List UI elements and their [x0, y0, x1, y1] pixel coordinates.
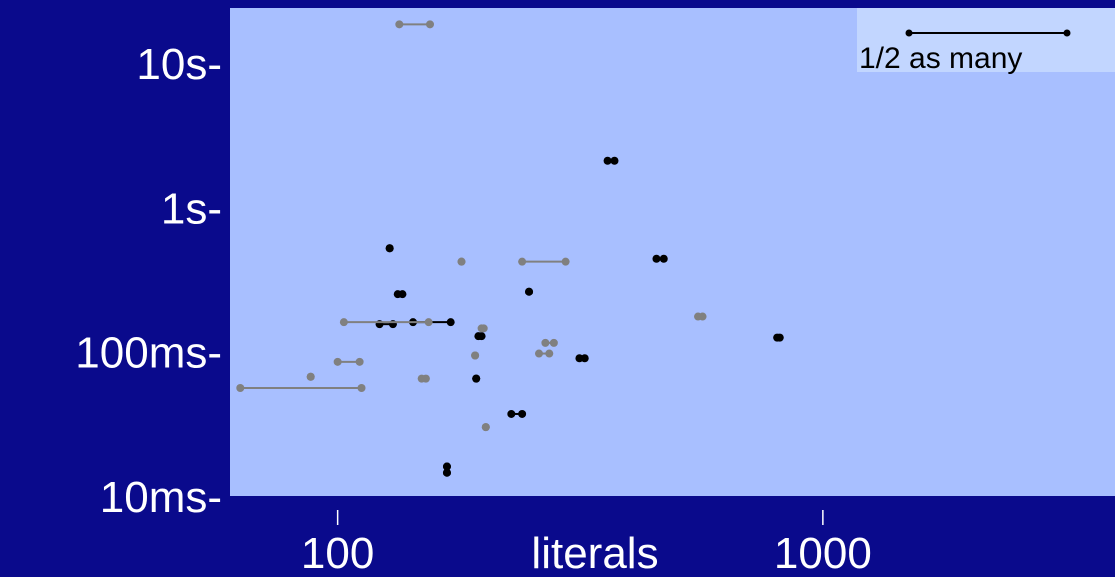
data-point — [603, 156, 612, 165]
data-point-pair — [525, 287, 534, 296]
x-tick-label: 100 — [301, 529, 374, 577]
y-tick-label: 10s- — [136, 40, 222, 89]
data-point — [518, 257, 527, 266]
data-point-pair — [474, 332, 486, 341]
data-point — [698, 312, 707, 321]
data-point-pair — [534, 349, 554, 358]
data-point — [236, 383, 245, 392]
data-point — [561, 257, 570, 266]
data-point — [549, 338, 558, 347]
data-point-pair — [652, 254, 668, 263]
data-point — [442, 462, 451, 471]
x-axis-label: literals — [531, 529, 658, 577]
y-tick-label: 1s- — [161, 184, 222, 233]
data-point-pair — [694, 312, 707, 321]
data-point-pair — [518, 257, 570, 266]
data-point — [481, 423, 490, 432]
data-point-pair — [477, 324, 488, 333]
data-point — [306, 372, 315, 381]
data-point — [545, 349, 554, 358]
data-point-pair — [385, 244, 394, 253]
data-point — [518, 409, 527, 418]
data-point-pair — [471, 351, 480, 360]
data-point — [424, 318, 433, 327]
data-point-pair — [442, 462, 451, 471]
data-point — [541, 338, 550, 347]
data-point — [652, 254, 661, 263]
data-point-pair — [481, 423, 490, 432]
data-point — [446, 318, 455, 327]
legend-marker-left — [905, 29, 913, 37]
data-point — [457, 257, 466, 266]
data-point — [425, 20, 434, 29]
data-point — [477, 332, 486, 341]
data-point-pair — [773, 333, 784, 342]
y-tick-label: 100ms- — [75, 329, 222, 378]
data-point — [421, 374, 430, 383]
data-point — [659, 254, 668, 263]
legend-marker-right — [1063, 29, 1071, 37]
data-point-pair — [236, 383, 366, 392]
y-axis: 10s- 1s- 100ms- 10ms- — [75, 40, 222, 522]
data-point — [534, 349, 543, 358]
data-point-pair — [393, 290, 407, 299]
data-point — [398, 290, 407, 299]
data-point — [385, 244, 394, 253]
data-point — [355, 357, 364, 366]
data-point — [333, 357, 342, 366]
data-point-pair — [306, 372, 315, 381]
data-point-pair — [472, 374, 481, 383]
data-point — [507, 409, 516, 418]
legend-box — [857, 8, 1115, 72]
x-axis: 100 1000 — [301, 510, 872, 577]
data-point — [339, 318, 348, 327]
legend-label: 1/2 as many — [859, 42, 1022, 75]
data-point — [525, 287, 534, 296]
data-point — [357, 383, 366, 392]
data-point-pair — [339, 318, 433, 327]
data-point-pair — [417, 374, 430, 383]
data-point-pair — [457, 257, 466, 266]
data-point — [471, 351, 480, 360]
data-point-pair — [442, 468, 451, 477]
data-point-pair — [575, 354, 589, 363]
y-tick-label: 10ms- — [100, 473, 222, 522]
x-tick-label: 1000 — [774, 529, 872, 577]
data-point — [395, 20, 404, 29]
data-point-pair — [507, 409, 527, 418]
data-marks — [236, 20, 784, 477]
data-point — [775, 333, 784, 342]
data-point — [610, 156, 619, 165]
data-point — [442, 468, 451, 477]
data-point — [472, 374, 481, 383]
legend: 1/2 as many — [857, 8, 1115, 75]
data-point — [479, 324, 488, 333]
data-point-pair — [395, 20, 434, 29]
data-point-pair — [541, 338, 558, 347]
plot-area — [230, 8, 1115, 496]
data-point-pair — [603, 156, 619, 165]
data-point — [580, 354, 589, 363]
data-point-pair — [333, 357, 364, 366]
